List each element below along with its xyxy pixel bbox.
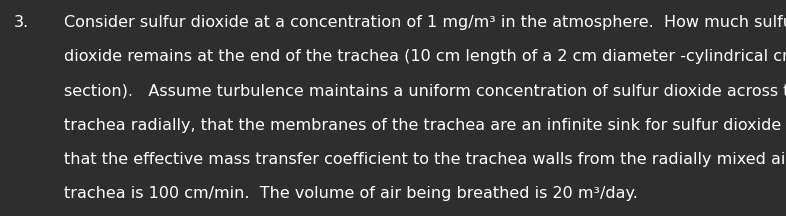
Text: trachea is 100 cm/min.  The volume of air being breathed is 20 m³/day.: trachea is 100 cm/min. The volume of air… (64, 186, 638, 201)
Text: that the effective mass transfer coefficient to the trachea walls from the radia: that the effective mass transfer coeffic… (64, 152, 786, 167)
Text: trachea radially, that the membranes of the trachea are an infinite sink for sul: trachea radially, that the membranes of … (64, 118, 786, 132)
Text: Consider sulfur dioxide at a concentration of 1 mg/m³ in the atmosphere.  How mu: Consider sulfur dioxide at a concentrati… (64, 15, 786, 30)
Text: dioxide remains at the end of the trachea (10 cm length of a 2 cm diameter -cyli: dioxide remains at the end of the trache… (64, 49, 786, 64)
Text: 3.: 3. (14, 15, 29, 30)
Text: section).   Assume turbulence maintains a uniform concentration of sulfur dioxid: section). Assume turbulence maintains a … (64, 83, 786, 98)
